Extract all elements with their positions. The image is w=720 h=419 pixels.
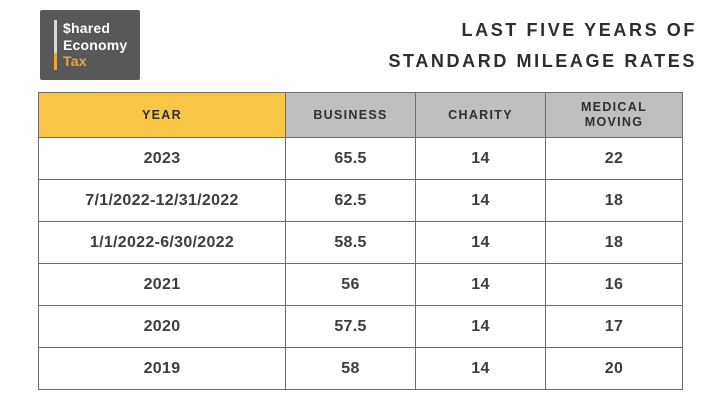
logo-line-economy: Economy [63,36,128,53]
medical-cell: 17 [545,305,683,348]
logo-accent-bar-white [54,20,57,53]
logo-accent-bar [54,20,57,70]
header-charity: CHARITY [415,92,546,138]
table-row: 2021 56 14 16 [38,263,683,306]
page-title: LAST FIVE YEARS OF STANDARD MILEAGE RATE… [388,15,697,77]
title-line-1: LAST FIVE YEARS OF [461,20,697,40]
charity-cell: 14 [415,221,546,264]
medical-cell: 18 [545,179,683,222]
table-row: 1/1/2022-6/30/2022 58.5 14 18 [38,221,683,264]
table-row: 7/1/2022-12/31/2022 62.5 14 18 [38,179,683,222]
business-cell: 56 [285,263,416,306]
year-cell: 2019 [38,347,286,390]
business-cell: 58.5 [285,221,416,264]
year-cell: 2020 [38,305,286,348]
logo-line-tax: Tax [63,53,87,70]
shared-economy-tax-logo: $hared Economy Tax [40,10,140,80]
charity-cell: 14 [415,347,546,390]
medical-cell: 22 [545,137,683,180]
year-cell: 2021 [38,263,286,306]
charity-cell: 14 [415,305,546,348]
medical-cell: 18 [545,221,683,264]
logo-line-shared: $hared [63,20,111,37]
table-row: 2023 65.5 14 22 [38,137,683,180]
business-cell: 65.5 [285,137,416,180]
logo-text: $hared Economy Tax [63,20,127,70]
business-cell: 58 [285,347,416,390]
year-cell: 7/1/2022-12/31/2022 [38,179,286,222]
table-row: 2019 58 14 20 [38,347,683,390]
header-medical-moving: MEDICAL MOVING [545,92,683,138]
title-line-2: STANDARD MILEAGE RATES [388,51,697,71]
logo-accent-bar-gold [54,53,57,70]
charity-cell: 14 [415,263,546,306]
mileage-rates-table: YEAR BUSINESS CHARITY MEDICAL MOVING 202… [38,92,683,390]
year-cell: 2023 [38,137,286,180]
business-cell: 57.5 [285,305,416,348]
header-business: BUSINESS [285,92,416,138]
medical-cell: 20 [545,347,683,390]
business-cell: 62.5 [285,179,416,222]
table-header-row: YEAR BUSINESS CHARITY MEDICAL MOVING [38,92,683,138]
year-cell: 1/1/2022-6/30/2022 [38,221,286,264]
charity-cell: 14 [415,179,546,222]
charity-cell: 14 [415,137,546,180]
header-year: YEAR [38,92,286,138]
table-row: 2020 57.5 14 17 [38,305,683,348]
medical-cell: 16 [545,263,683,306]
